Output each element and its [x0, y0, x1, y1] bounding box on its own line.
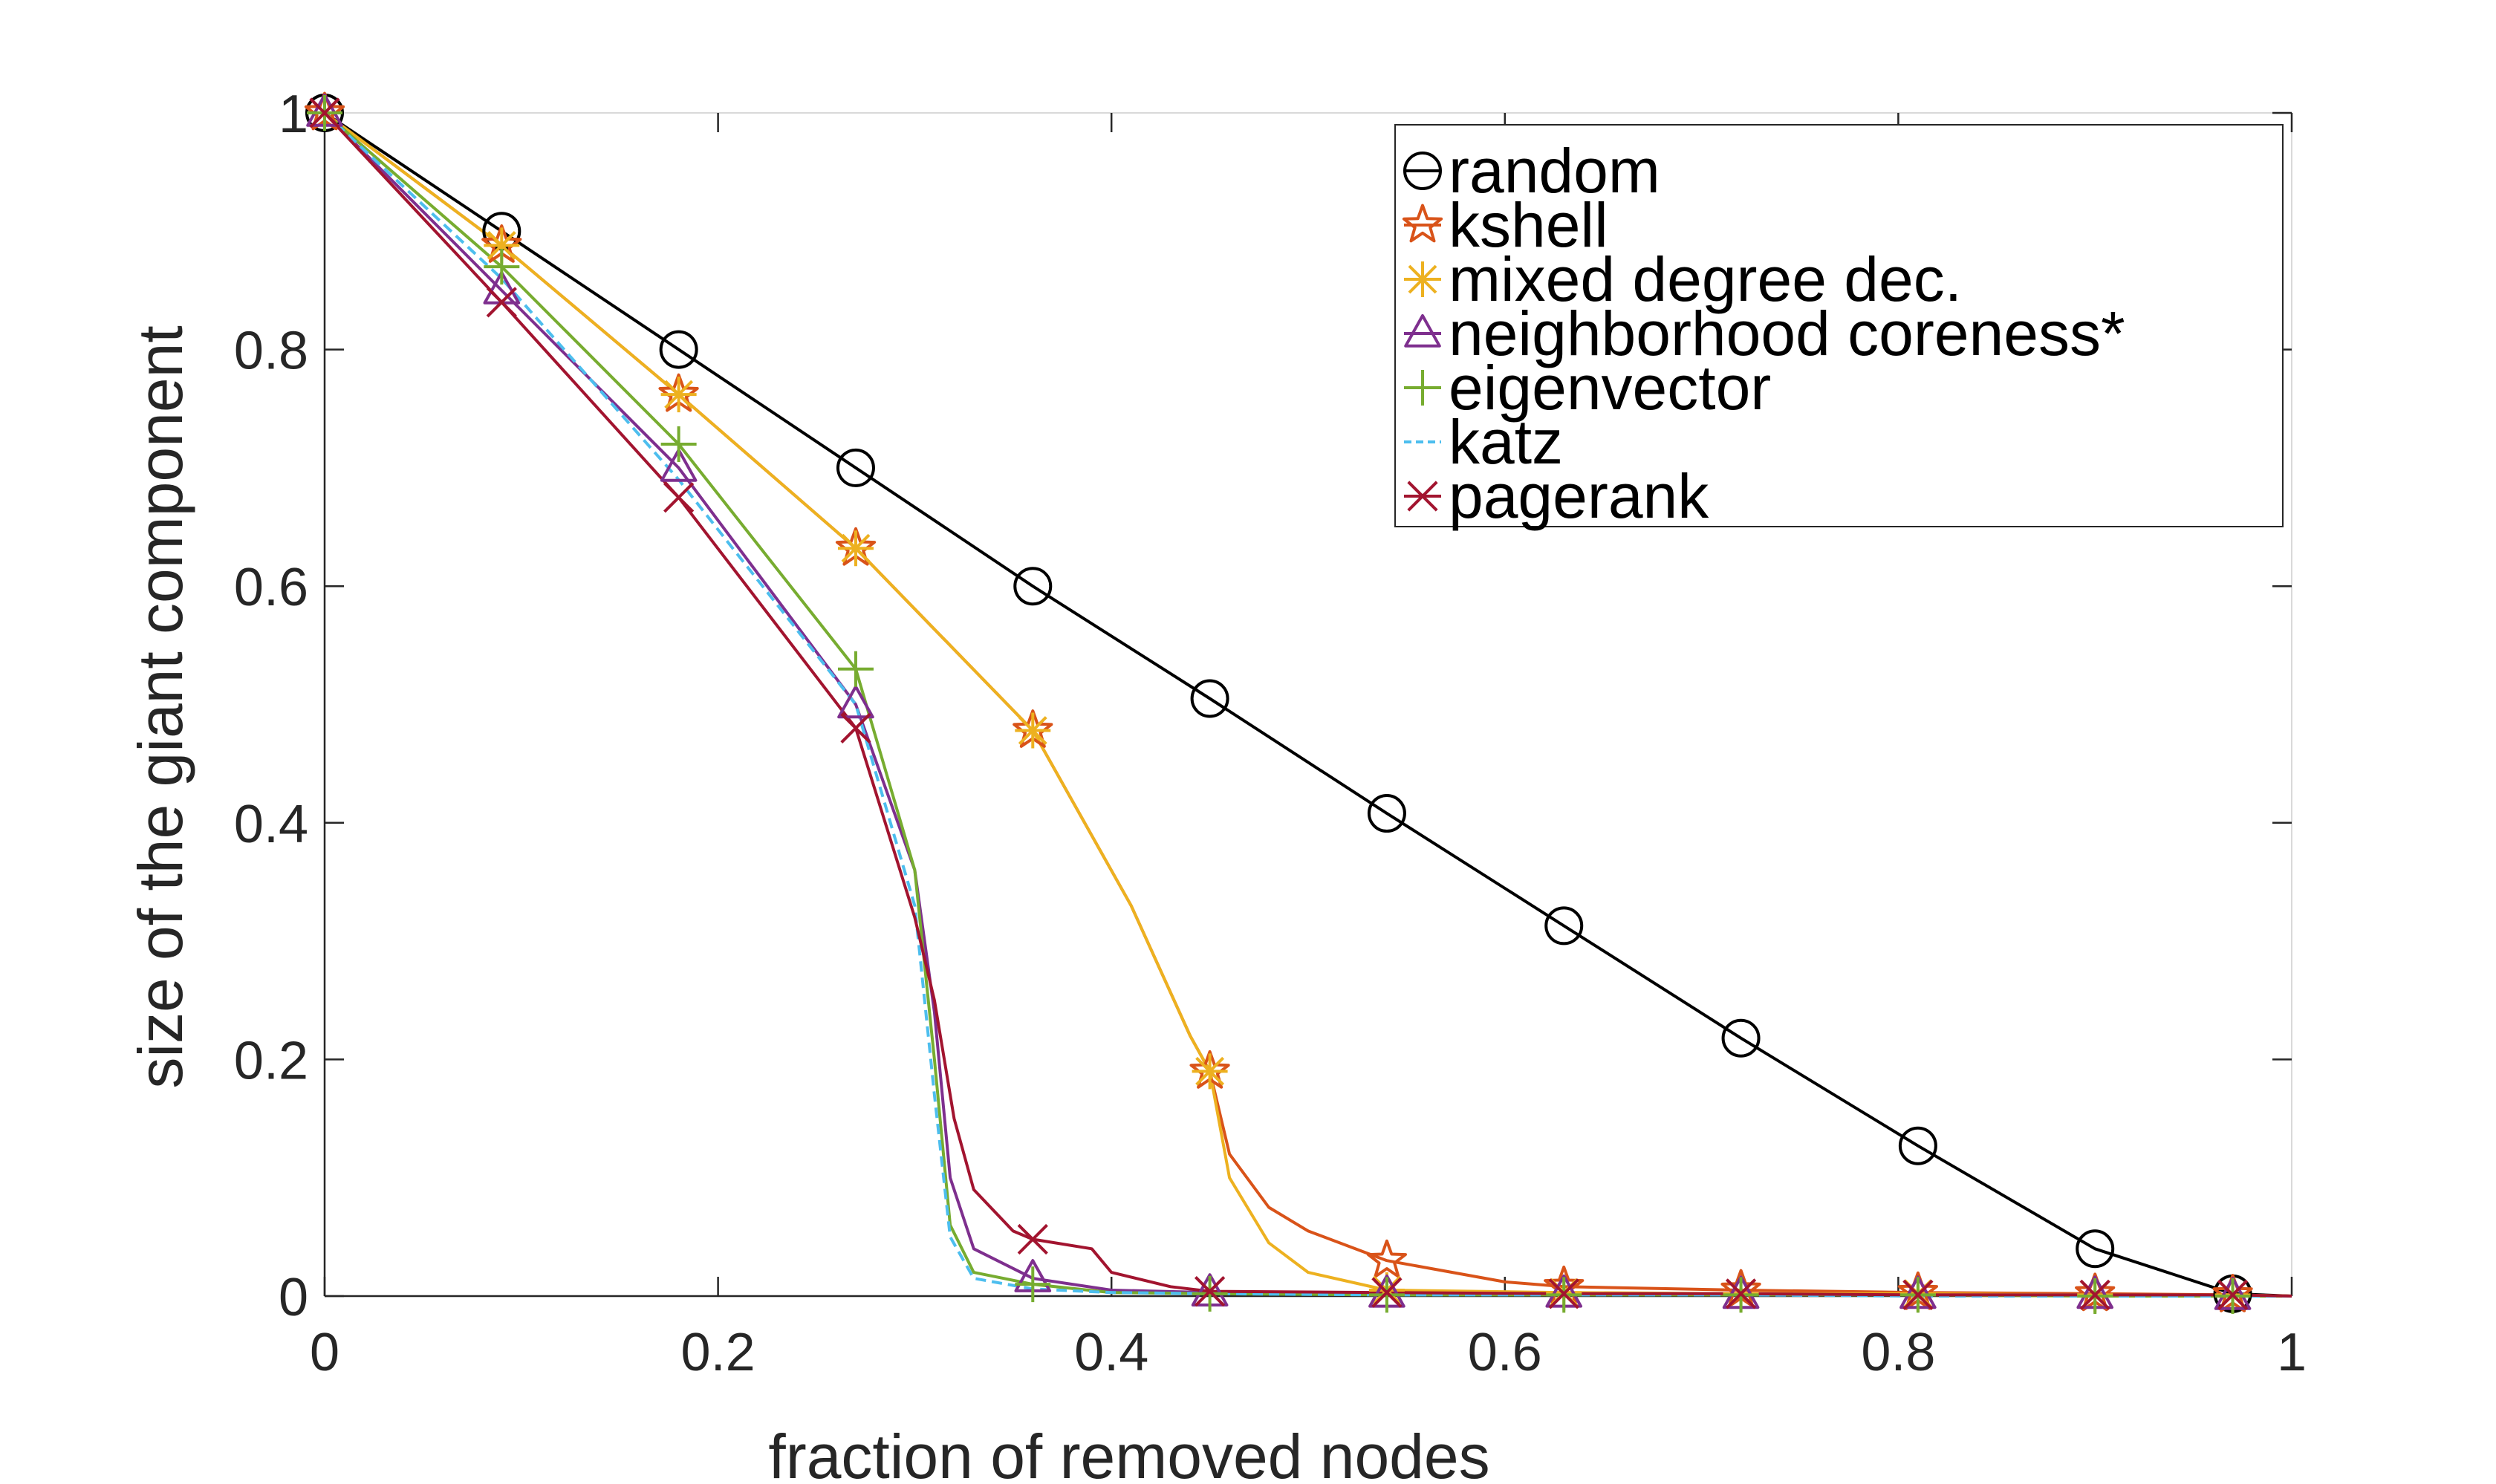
data-point: [660, 448, 698, 482]
y-tick-label: 0.2: [234, 1031, 308, 1090]
y-tick-label: 0.4: [234, 795, 308, 854]
data-point: [837, 530, 874, 567]
data-point: [660, 377, 697, 413]
legend-swatch-marker: [1402, 204, 1443, 243]
data-point: [1192, 1275, 1228, 1312]
legend-label: pagerank: [1449, 461, 1709, 531]
legend-swatch-marker: [1403, 152, 1442, 190]
data-point: [1721, 1018, 1761, 1058]
y-tick-label: 0.6: [234, 558, 308, 617]
data-point: [837, 685, 874, 719]
data-point: [837, 651, 874, 687]
y-axis-title: size of the giant component: [126, 325, 195, 1088]
x-tick-label: 0.8: [1861, 1323, 1935, 1382]
y-tick-label: 0.8: [234, 322, 308, 381]
legend-swatch-marker: [1404, 314, 1441, 348]
data-point: [659, 330, 698, 369]
legend-label: kshell: [1449, 190, 1608, 260]
data-point: [1015, 712, 1051, 749]
data-point: [1544, 906, 1584, 946]
data-point: [1190, 679, 1229, 718]
data-point: [1371, 1277, 1403, 1308]
data-point: [1367, 794, 1406, 833]
data-point: [1902, 1279, 1934, 1311]
legend-label: mixed degree dec.: [1449, 244, 1962, 314]
data-point: [484, 249, 520, 285]
series-lines: [323, 111, 2292, 1298]
series-line: [323, 111, 2292, 1298]
data-point: [660, 426, 697, 463]
x-axis-title: fraction of removed nodes: [768, 1422, 1489, 1484]
legend-box: [1394, 124, 2284, 527]
data-point: [2079, 1279, 2110, 1311]
legend-label: random: [1449, 136, 1660, 206]
data-point: [1194, 1276, 1226, 1307]
data-point: [836, 448, 875, 487]
x-tick-label: 0.2: [681, 1323, 755, 1382]
legend-label: neighborhood coreness*: [1449, 299, 2125, 368]
data-point: [1013, 567, 1053, 606]
data-point: [1548, 1278, 1579, 1309]
x-tick-label: 0.4: [1074, 1323, 1148, 1382]
legend-swatch-marker: [1405, 261, 1440, 297]
data-point: [486, 287, 517, 318]
data-point: [1192, 1053, 1228, 1090]
x-tick-label: 1: [2277, 1323, 2307, 1382]
data-point: [1366, 1239, 1407, 1278]
data-point: [1368, 1277, 1405, 1313]
x-tick-label: 0: [310, 1323, 339, 1382]
data-point: [663, 482, 695, 513]
data-point: [1015, 1266, 1051, 1303]
data-point: [309, 97, 340, 128]
y-tick-label: 1: [279, 85, 308, 144]
y-tick-label: 0: [279, 1268, 308, 1327]
x-tick-label: 0.6: [1468, 1323, 1542, 1382]
data-point: [840, 712, 871, 743]
data-point: [2217, 1279, 2249, 1311]
data-point: [2076, 1229, 2115, 1269]
data-point: [1898, 1126, 1937, 1165]
axis-ticks: 0 0.2 0.4 0.6 0.8 1 0 0.2 0.4 0.6 0.8 1: [234, 85, 2307, 1382]
legend-swatch-marker: [1405, 370, 1440, 406]
data-point: [1017, 1223, 1048, 1255]
series-markers: [304, 91, 2253, 1314]
legend-label: eigenvector: [1449, 353, 1771, 423]
legend-label: katz: [1449, 407, 1563, 477]
legend-swatch-marker: [1407, 481, 1438, 512]
series-line: [323, 111, 2292, 1298]
data-point: [1725, 1278, 1757, 1309]
data-point: [484, 227, 520, 264]
